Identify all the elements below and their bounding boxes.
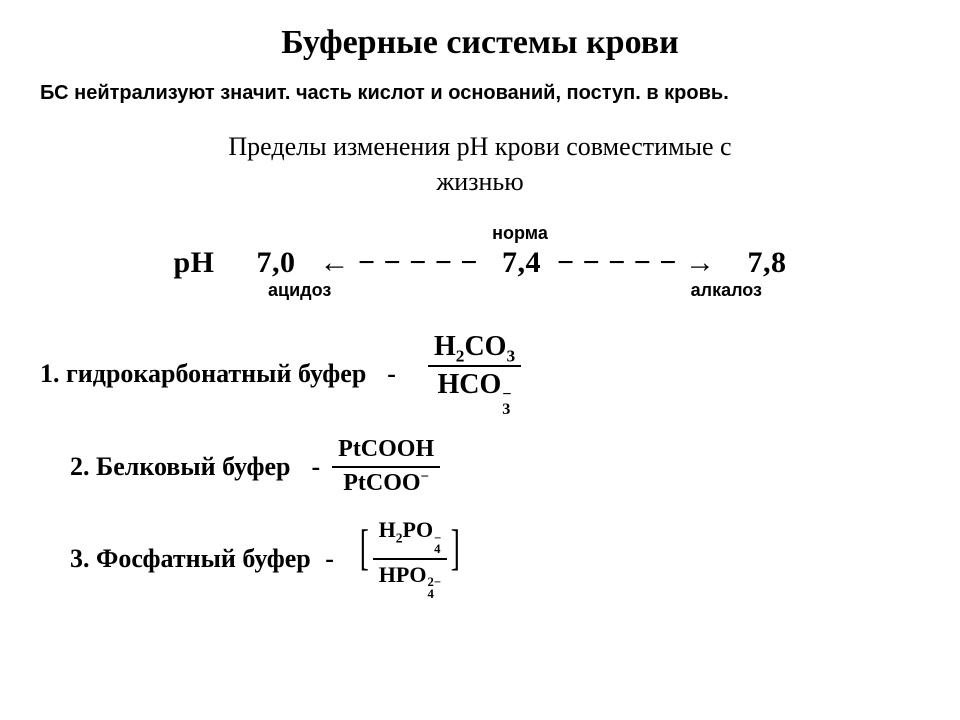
f1-num-co: CO bbox=[464, 331, 506, 362]
buffer-2-label: 2. Белковый буфер - bbox=[70, 452, 332, 482]
f1-den-hco: HCO bbox=[438, 369, 502, 400]
buffer-2-dash: - bbox=[311, 452, 320, 481]
buffer-1-text: 1. гидрокарбонатный буфер bbox=[40, 359, 366, 388]
ph-low: 7,0 bbox=[257, 246, 296, 279]
buffer-3-formula: H2PO−4 HPO2−4 bbox=[373, 517, 448, 600]
ph-prefix: pH bbox=[174, 246, 215, 279]
f2-den-ptcoo: PtCOO bbox=[343, 470, 420, 496]
f3-num-2: 2 bbox=[396, 531, 403, 546]
buffer-2-formula: PtCOOH PtCOO− bbox=[332, 436, 440, 497]
acidosis-label: ацидоз bbox=[268, 280, 331, 301]
buffer-2-text: 2. Белковый буфер bbox=[70, 452, 290, 481]
arrow-right: − − − − − → bbox=[557, 246, 715, 279]
f3-den-4: 4 bbox=[427, 589, 441, 600]
buffer-1-label: 1. гидрокарбонатный буфер - bbox=[40, 359, 408, 389]
buffer-row-1: 1. гидрокарбонатный буфер - H2CO3 HCO−3 bbox=[40, 331, 920, 416]
buffer-row-2: 2. Белковый буфер - PtCOOH PtCOO− bbox=[40, 436, 920, 497]
f2-num: PtCOOH bbox=[332, 436, 440, 464]
f1-num-h: H bbox=[434, 331, 456, 362]
f2-den-minus: − bbox=[421, 469, 429, 485]
f3-num-4: 4 bbox=[434, 544, 441, 555]
intro-line-2: жизнью bbox=[436, 167, 523, 196]
buffer-3-label: 3. Фосфатный буфер - bbox=[70, 544, 346, 574]
buffer-1-dash: - bbox=[387, 359, 396, 388]
f1-num-3: 3 bbox=[506, 347, 515, 366]
left-bracket-icon: [ bbox=[360, 517, 369, 600]
buffer-3-dash: - bbox=[325, 544, 334, 573]
ph-high: 7,8 bbox=[748, 246, 787, 279]
right-bracket-icon: ] bbox=[451, 517, 460, 600]
ph-range-block: норма pH 7,0 ← − − − − − 7,4 − − − − − →… bbox=[40, 223, 920, 301]
slide-subtitle: БС нейтрализуют значит. часть кислот и о… bbox=[40, 82, 920, 105]
arrow-left: ← − − − − − bbox=[320, 246, 478, 279]
ph-line: pH 7,0 ← − − − − − 7,4 − − − − − → 7,8 bbox=[40, 246, 920, 280]
f3-den-hpo: HPO bbox=[379, 562, 427, 587]
buffer-row-3: 3. Фосфатный буфер - [ H2PO−4 HPO2−4 ] bbox=[40, 517, 920, 600]
buffer-3-text: 3. Фосфатный буфер bbox=[70, 544, 311, 573]
ph-mid: 7,4 bbox=[502, 246, 541, 279]
alkalosis-label: алкалоз bbox=[691, 280, 762, 301]
buffer-3-formula-wrap: [ H2PO−4 HPO2−4 ] bbox=[356, 517, 464, 600]
f1-den-3: 3 bbox=[502, 402, 511, 417]
norm-label: норма bbox=[120, 223, 920, 244]
intro-text: Пределы изменения рН крови совместимые с… bbox=[40, 129, 920, 199]
ph-under-labels: ацидоз алкалоз bbox=[120, 280, 840, 301]
f3-num-h: H bbox=[379, 517, 396, 542]
intro-line-1: Пределы изменения рН крови совместимые с bbox=[228, 132, 731, 161]
f3-num-po: PO bbox=[403, 517, 434, 542]
slide-title: Буферные системы крови bbox=[40, 24, 920, 62]
buffer-1-formula: H2CO3 HCO−3 bbox=[428, 331, 521, 416]
